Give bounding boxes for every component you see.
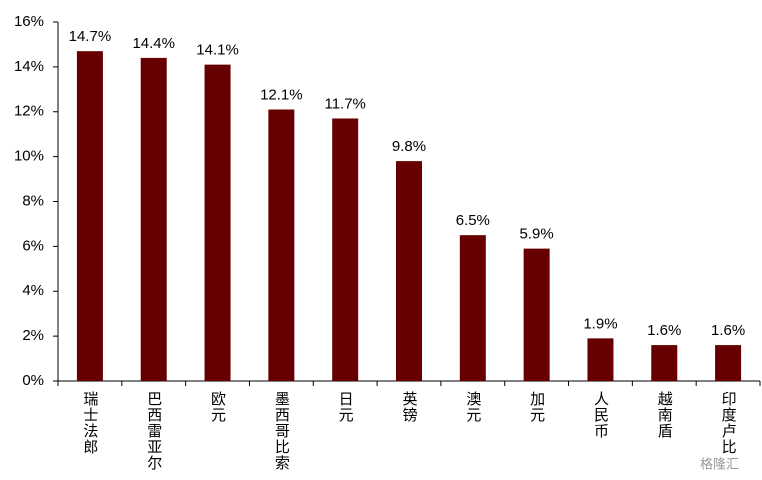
watermark: 格隆汇 (700, 456, 739, 471)
x-tick-label: 澳元 (464, 391, 481, 423)
bar (523, 248, 550, 381)
bar (459, 235, 486, 381)
bar (715, 345, 742, 381)
x-tick-label: 加元 (528, 391, 545, 423)
x-tick-label: 日元 (337, 391, 354, 423)
data-label: 9.8% (392, 138, 426, 155)
data-label: 14.7% (69, 28, 112, 45)
bar (332, 118, 359, 381)
y-tick-label: 8% (22, 192, 44, 209)
y-tick-label: 0% (22, 372, 44, 389)
data-label: 1.6% (647, 322, 681, 339)
x-tick-label: 人民币 (592, 391, 609, 439)
y-tick-label: 12% (14, 103, 44, 120)
bar (651, 345, 678, 381)
bar (76, 51, 103, 381)
x-tick-label: 印度卢比 (720, 391, 737, 455)
y-tick-label: 16% (14, 13, 44, 30)
y-tick-label: 4% (22, 282, 44, 299)
y-tick-label: 14% (14, 58, 44, 75)
data-label: 1.6% (711, 322, 745, 339)
data-label: 5.9% (520, 226, 554, 243)
data-label: 1.9% (583, 315, 617, 332)
y-tick-label: 10% (14, 148, 44, 165)
data-label: 14.4% (132, 35, 175, 52)
x-tick-label: 墨西哥比索 (273, 391, 290, 471)
data-label: 12.1% (260, 86, 303, 103)
bar (587, 338, 614, 381)
x-tick-label: 瑞士法郎 (81, 391, 98, 455)
x-tick-label: 欧元 (209, 391, 226, 423)
y-tick-label: 2% (22, 327, 44, 344)
bar (204, 64, 231, 381)
bar (140, 57, 167, 382)
data-label: 14.1% (196, 42, 239, 59)
data-label: 6.5% (456, 212, 490, 229)
x-tick-label: 英镑 (401, 390, 418, 423)
x-tick-label: 越南盾 (656, 391, 673, 439)
y-tick-label: 6% (22, 237, 44, 254)
data-label: 11.7% (324, 95, 365, 112)
bar (396, 161, 422, 381)
bar (268, 109, 295, 381)
x-tick-label: 巴西雷亚尔 (145, 391, 162, 471)
